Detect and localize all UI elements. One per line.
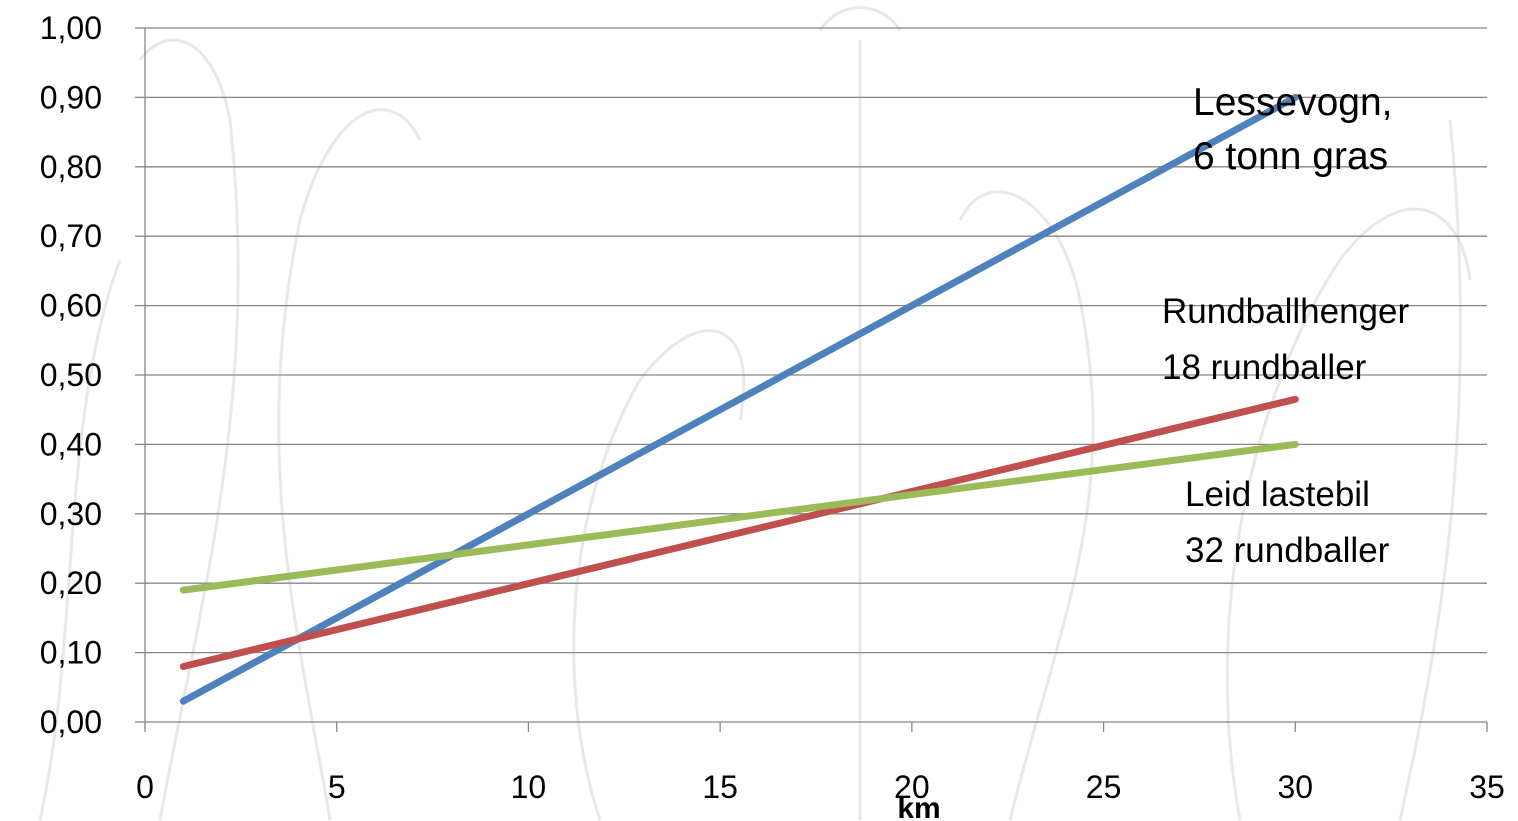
y-axis-tick-labels: 0,00 0,10 0,20 0,30 0,40 0,50 0,60 0,70 0,80 0,90… [40, 10, 102, 740]
axes [144, 28, 1488, 732]
series-label-line: 6 tonn gras [1193, 135, 1388, 178]
y-tick-label: 0,90 [40, 79, 102, 115]
series-label-line: Lessevogn, [1193, 81, 1392, 124]
y-tick-label: 0,30 [40, 496, 102, 532]
x-tick-label: 35 [1469, 769, 1505, 805]
x-tick-label: 0 [136, 769, 154, 805]
series-line-2 [179, 395, 1299, 670]
series-labels: Lessevogn, 6 tonn gras Rundballhenger 18 ru… [1162, 81, 1409, 570]
series-label-line: 18 rundballer [1162, 348, 1367, 387]
y-tick-label: 0,20 [40, 565, 102, 601]
y-tick-label: 1,00 [40, 10, 102, 46]
series-label-line: Leid lastebil [1185, 475, 1370, 514]
series-line-3 [179, 440, 1299, 594]
series-label-line: Rundballhenger [1162, 292, 1409, 331]
x-axis-tick-labels: 0 5 10 15 20 25 30 35 [136, 769, 1505, 805]
series-label-line: 32 rundballer [1185, 531, 1390, 570]
series-lines [179, 93, 1299, 705]
y-tick-label: 0,80 [40, 149, 102, 185]
y-tick-label: 0,40 [40, 426, 102, 462]
x-tick-label: 20 [894, 769, 930, 805]
y-tick-label: 0,60 [40, 288, 102, 324]
background-watermark [38, 6, 1472, 821]
x-tick-label: 25 [1086, 769, 1122, 805]
y-tick-label: 0,50 [40, 357, 102, 393]
x-tick-label: 5 [328, 769, 346, 805]
x-tick-label: 10 [511, 769, 547, 805]
y-tick-label: 0,10 [40, 635, 102, 671]
x-tick-label: 30 [1277, 769, 1313, 805]
y-tick-label: 0,70 [40, 218, 102, 254]
x-axis-title: km [897, 792, 940, 821]
series-line-1 [179, 93, 1299, 705]
x-tick-label: 15 [702, 769, 738, 805]
y-tick-label: 0,00 [40, 704, 102, 740]
